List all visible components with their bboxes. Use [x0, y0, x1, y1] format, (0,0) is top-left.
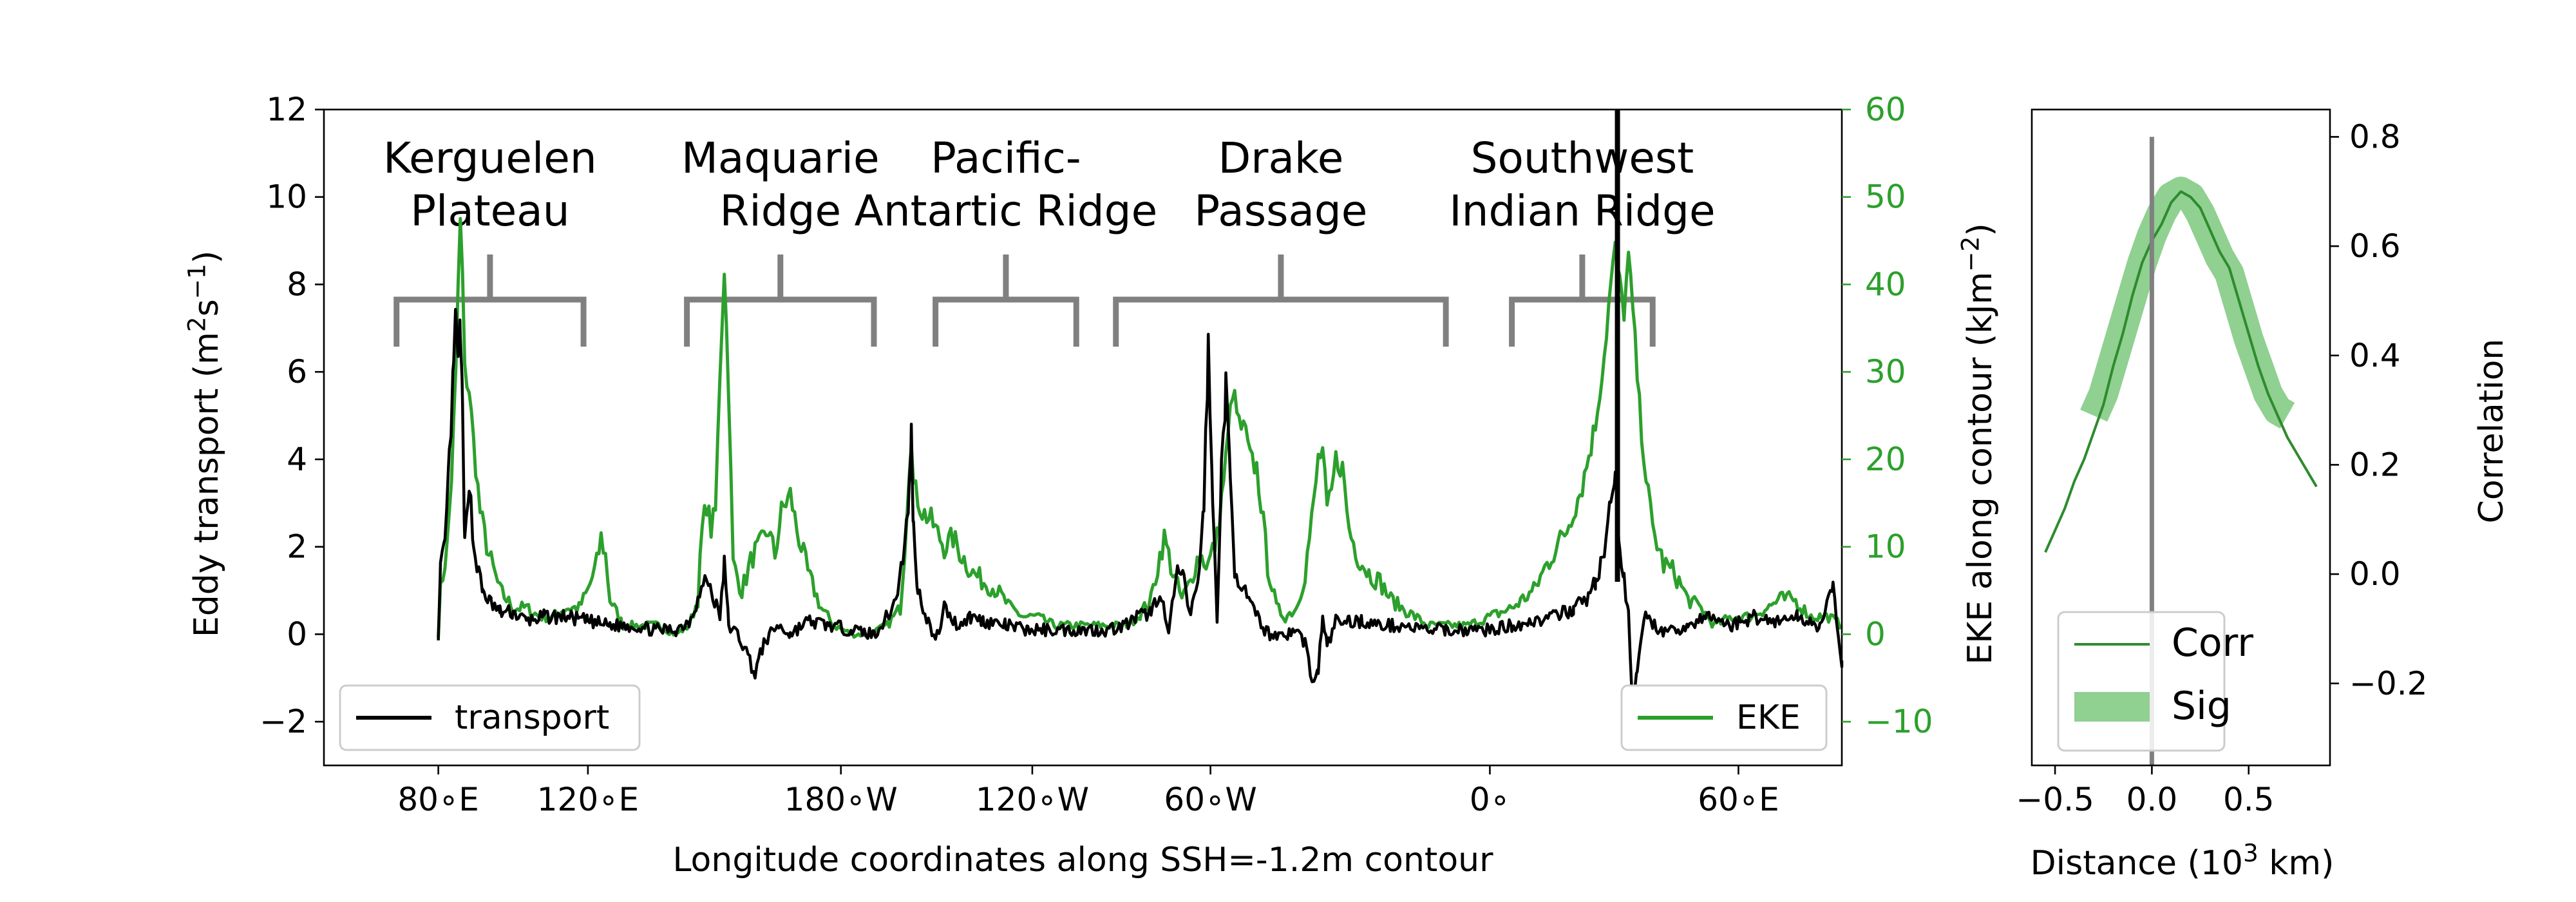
eke-series-line: [437, 216, 1843, 639]
y-tick-label: 0.8: [2349, 118, 2401, 155]
legend-label-sig: Sig: [2172, 684, 2231, 729]
x-tick-label: 0.0: [2126, 781, 2178, 818]
y-right-tick-label: 10: [1865, 528, 1906, 566]
region-label: Passage: [1194, 186, 1367, 236]
y-right-tick-label: 50: [1865, 178, 1906, 216]
legend-label-eke: EKE: [1736, 698, 1801, 737]
x-tick-label: 0.5: [2223, 781, 2275, 818]
y-right-tick-label: 30: [1865, 353, 1906, 390]
y-left-tick-label: 6: [287, 353, 307, 390]
transport-series-line: [437, 307, 1844, 703]
y-left-tick-label: 2: [287, 528, 307, 566]
legend-label-transport: transport: [455, 698, 609, 737]
x-tick-label: 180∘W: [784, 781, 898, 818]
legend-corr: Corr Sig: [2057, 611, 2253, 752]
region-bracket: [933, 254, 1079, 347]
corr-series-line: [2044, 190, 2318, 553]
legend-label-corr: Corr: [2172, 620, 2253, 666]
y-axis-label: Correlation: [2472, 339, 2511, 524]
x-tick-label: 60∘W: [1164, 781, 1256, 818]
correlation-chart: Corr Sig −0.2 0.0 0.2 0.4 0.6 0.8 −0.5 0.0 0.5 Dist…: [2016, 108, 2511, 883]
region-label: Maquarie: [681, 133, 880, 183]
y-right-tick-label: 20: [1865, 441, 1906, 478]
x-axis-label: Longitude coordinates along SSH=-1.2m co…: [673, 841, 1494, 879]
y-tick-label: −0.2: [2349, 665, 2427, 702]
region-label: Kerguelen: [383, 133, 597, 183]
region-label: Southwest: [1471, 133, 1694, 183]
legend-transport: transport: [339, 684, 641, 751]
y-right-tick-label: 60: [1865, 91, 1906, 128]
y-left-tick-label: 10: [266, 178, 307, 216]
x-tick-label: −0.5: [2016, 781, 2094, 818]
region-bracket: [1113, 254, 1449, 347]
y-left-tick-label: 0: [287, 615, 307, 653]
region-bracket: [684, 254, 877, 347]
y-right-tick-label: 0: [1865, 615, 1886, 653]
x-tick-label: 0∘: [1470, 781, 1510, 818]
plot-frame: [2031, 108, 2331, 767]
y-tick-label: 0.6: [2349, 227, 2401, 265]
region-bracket: [1509, 254, 1656, 347]
region-label: Drake: [1218, 133, 1343, 183]
x-tick-label: 120∘W: [976, 781, 1089, 818]
legend-box: [339, 684, 641, 751]
x-tick-label: 120∘E: [537, 781, 639, 818]
legend-box: [1620, 684, 1828, 751]
y-tick-label: 0.2: [2349, 446, 2401, 483]
x-axis-label: Distance (103 km): [2031, 839, 2334, 883]
y-tick-label: 0.0: [2349, 555, 2401, 593]
legend-eke: EKE: [1620, 684, 1828, 751]
y-right-tick-label: −10: [1865, 703, 1933, 740]
x-tick-label: 60∘E: [1698, 781, 1779, 818]
y-left-tick-label: −2: [260, 703, 307, 740]
region-label: Ridge: [720, 186, 842, 236]
y-left-tick-label: 12: [266, 91, 307, 128]
y-right-tick-label: 40: [1865, 265, 1906, 303]
region-bracket: [393, 254, 587, 347]
region-label: Indian Ridge: [1449, 186, 1715, 236]
y-tick-label: 0.4: [2349, 337, 2401, 374]
region-label: Pacific-: [931, 133, 1081, 183]
y-left-tick-label: 8: [287, 265, 307, 303]
plot-frame: [323, 108, 1843, 767]
x-tick-label: 80∘E: [397, 781, 479, 818]
region-label: Plateau: [410, 186, 569, 236]
y-right-axis-label: EKE along contour (kJm−2): [1956, 223, 2000, 664]
y-left-axis-label: Eddy transport (m2s−1): [182, 251, 226, 637]
sig-series-band: [2080, 177, 2295, 429]
y-left-tick-label: 4: [287, 441, 307, 478]
region-label: Antartic Ridge: [855, 186, 1158, 236]
